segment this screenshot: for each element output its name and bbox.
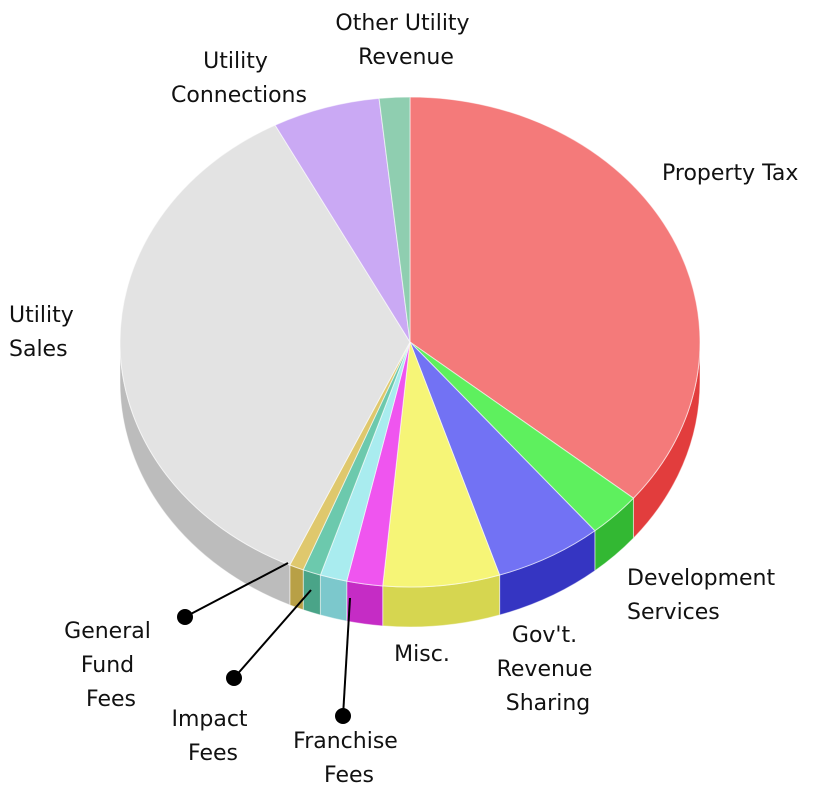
pie-side-general-fund-fees	[289, 564, 304, 611]
label-utility-sales: Utility Sales	[9, 303, 81, 362]
callouts-group	[177, 562, 351, 724]
pie-side-general-fund-fees-teal	[302, 569, 321, 616]
label-misc: Misc.	[394, 642, 450, 667]
pie-slice-property-tax	[409, 96, 701, 499]
pie-slice-utility-sales	[119, 124, 411, 566]
label-general-fund-fees: General Fund Fees	[64, 619, 158, 712]
label-development-services: Development Services	[627, 566, 782, 625]
label-utility-connections: Utility Connections	[171, 49, 307, 108]
impact-fees-callout-line	[233, 589, 312, 679]
label-govt-revenue-sharing: Gov't. Revenue Sharing	[497, 623, 600, 716]
label-impact-fees: Impact Fees	[171, 707, 254, 766]
pie-slice-other-utility-revenue	[378, 96, 411, 343]
impact-fees-callout-dot	[226, 670, 242, 686]
label-property-tax: Property Tax	[662, 161, 798, 186]
general-fund-fees-callout-line	[184, 562, 289, 618]
pie-tops-group	[119, 96, 701, 588]
pie-side-franchise-fees	[346, 580, 384, 627]
labels-group: Other Utility Revenue Utility Connection…	[9, 11, 798, 785]
pie-slice-misc	[382, 341, 501, 588]
label-franchise-fees: Franchise Fees	[293, 729, 405, 785]
franchise-fees-callout-line	[342, 597, 351, 717]
pie-side-impact-fees	[319, 574, 348, 622]
franchise-fees-callout-dot	[335, 708, 351, 724]
general-fund-fees-callout-dot	[177, 609, 193, 625]
label-other-utility-revenue: Other Utility Revenue	[335, 11, 476, 70]
